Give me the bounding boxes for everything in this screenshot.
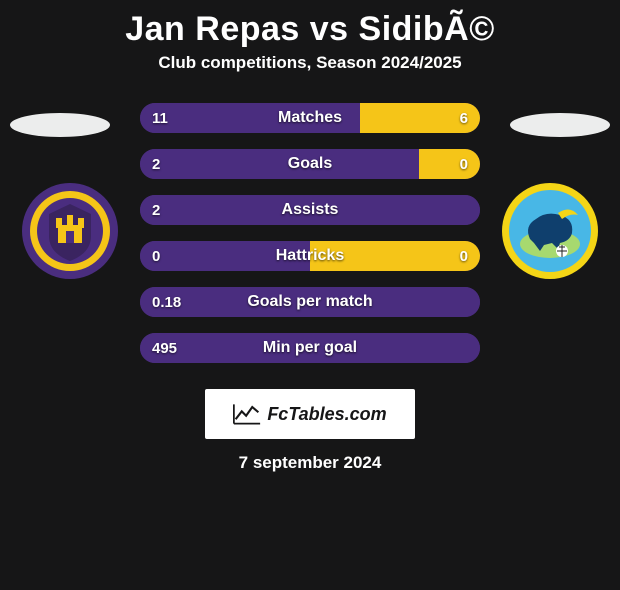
left-team-logo xyxy=(20,181,120,281)
stat-row: 116Matches xyxy=(140,103,480,133)
stat-fill-left xyxy=(140,333,480,363)
page-subtitle: Club competitions, Season 2024/2025 xyxy=(0,53,620,73)
stat-row: 20Goals xyxy=(140,149,480,179)
watermark-text: FcTables.com xyxy=(267,404,386,425)
stat-row: 495Min per goal xyxy=(140,333,480,363)
stat-row: 0.18Goals per match xyxy=(140,287,480,317)
stat-fill-left xyxy=(140,149,419,179)
date-text: 7 september 2024 xyxy=(0,453,620,473)
stat-rows: 116Matches20Goals2Assists00Hattricks0.18… xyxy=(140,103,480,379)
stat-fill-left xyxy=(140,195,480,225)
stat-value-left: 2 xyxy=(140,149,172,179)
stat-value-left: 2 xyxy=(140,195,172,225)
page-title: Jan Repas vs SidibÃ© xyxy=(0,10,620,49)
stat-value-left: 0.18 xyxy=(140,287,193,317)
comparison-card: Jan Repas vs SidibÃ© Club competitions, … xyxy=(0,10,620,473)
stat-value-right: 0 xyxy=(448,149,480,179)
stat-row: 2Assists xyxy=(140,195,480,225)
right-ellipse xyxy=(510,113,610,137)
right-team-logo xyxy=(500,181,600,281)
maribor-logo-icon xyxy=(20,181,120,281)
stat-value-left: 495 xyxy=(140,333,189,363)
watermark: FcTables.com xyxy=(205,389,415,439)
stat-value-left: 11 xyxy=(140,103,180,133)
stat-value-right: 0 xyxy=(448,241,480,271)
koper-logo-icon xyxy=(500,181,600,281)
stat-value-right: 6 xyxy=(448,103,480,133)
stat-value-left: 0 xyxy=(140,241,172,271)
comparison-stage: 116Matches20Goals2Assists00Hattricks0.18… xyxy=(0,103,620,383)
chart-icon xyxy=(233,403,261,425)
stat-row: 00Hattricks xyxy=(140,241,480,271)
left-ellipse xyxy=(10,113,110,137)
